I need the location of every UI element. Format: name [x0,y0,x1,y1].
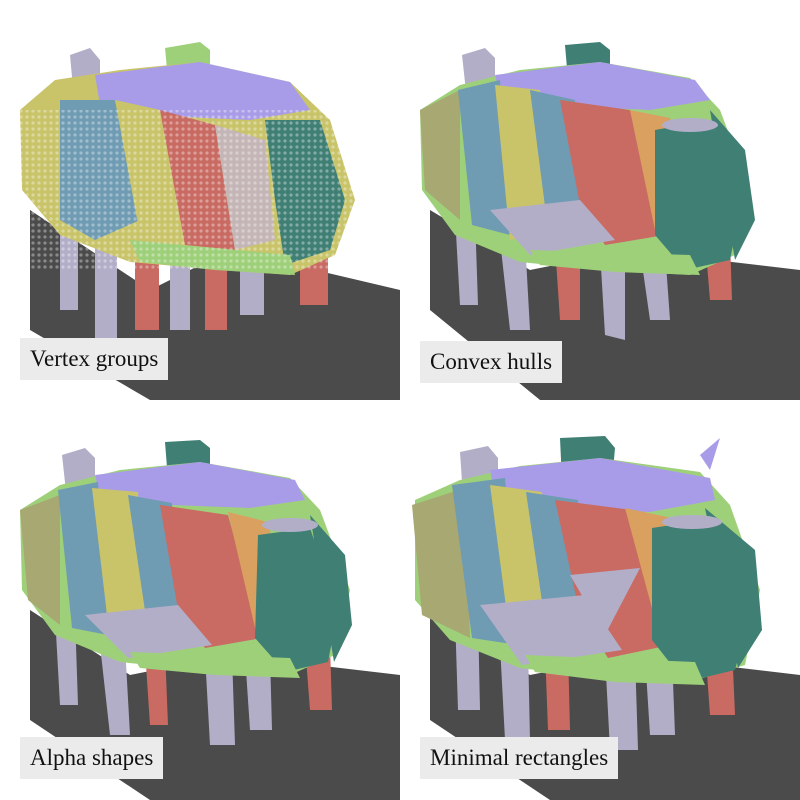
convex-hulls-render [420,42,800,400]
caption-minimal-rectangles: Minimal rectangles [420,737,619,779]
panel-convex-hulls: Convex hulls [400,0,800,400]
panel-alpha-shapes: Alpha shapes [0,400,400,800]
caption-vertex-groups: Vertex groups [20,338,169,380]
caption-convex-hulls: Convex hulls [420,341,563,383]
panel-minimal-rectangles: Minimal rectangles [400,400,800,800]
panel-vertex-groups: Vertex groups [0,0,400,400]
vertex-groups-render [20,42,400,400]
caption-alpha-shapes: Alpha shapes [20,737,164,779]
